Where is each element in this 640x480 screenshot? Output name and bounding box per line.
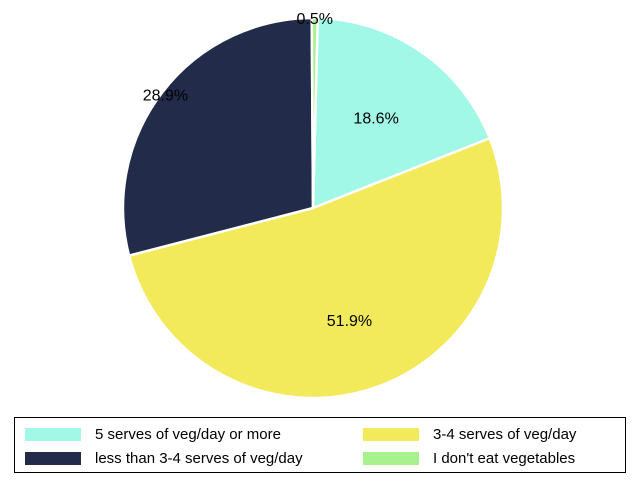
pie-slice-i-don-t-eat-vegetables xyxy=(310,16,320,209)
slice-value-label: 18.6% xyxy=(353,111,398,128)
pie-slice-less-than-3-4-serves-of-veg-day xyxy=(121,16,315,258)
pie-slice-5-serves-of-veg-day-or-more xyxy=(311,16,492,210)
legend-swatch-3-4-serves xyxy=(363,427,419,441)
legend-label: 3-4 serves of veg/day xyxy=(433,425,577,443)
legend-label: less than 3-4 serves of veg/day xyxy=(95,449,303,467)
legend-swatch-less-than-3-4 xyxy=(25,451,81,465)
legend-item-no-vegetables: I don't eat vegetables xyxy=(363,449,575,467)
legend-label: 5 serves of veg/day or more xyxy=(95,425,281,443)
legend-item-5-serves: 5 serves of veg/day or more xyxy=(25,425,281,443)
legend-item-3-4-serves: 3-4 serves of veg/day xyxy=(363,425,576,443)
legend-item-less-than-3-4: less than 3-4 serves of veg/day xyxy=(25,449,303,467)
legend-swatch-5-serves xyxy=(25,427,81,441)
slice-value-label: 28.9% xyxy=(143,87,188,104)
slice-value-label: 0.5% xyxy=(297,11,333,28)
pie-slice-3-4-serves-of-veg-day xyxy=(127,136,505,400)
legend-label: I don't eat vegetables xyxy=(433,449,576,467)
pie-chart: 18.6% 51.9% 28.9% 0.5% xyxy=(121,11,505,400)
slice-value-label: 51.9% xyxy=(327,313,372,330)
legend-swatch-no-vegetables xyxy=(363,451,419,465)
legend: 5 serves of veg/day or more 3-4 serves o… xyxy=(14,417,626,473)
